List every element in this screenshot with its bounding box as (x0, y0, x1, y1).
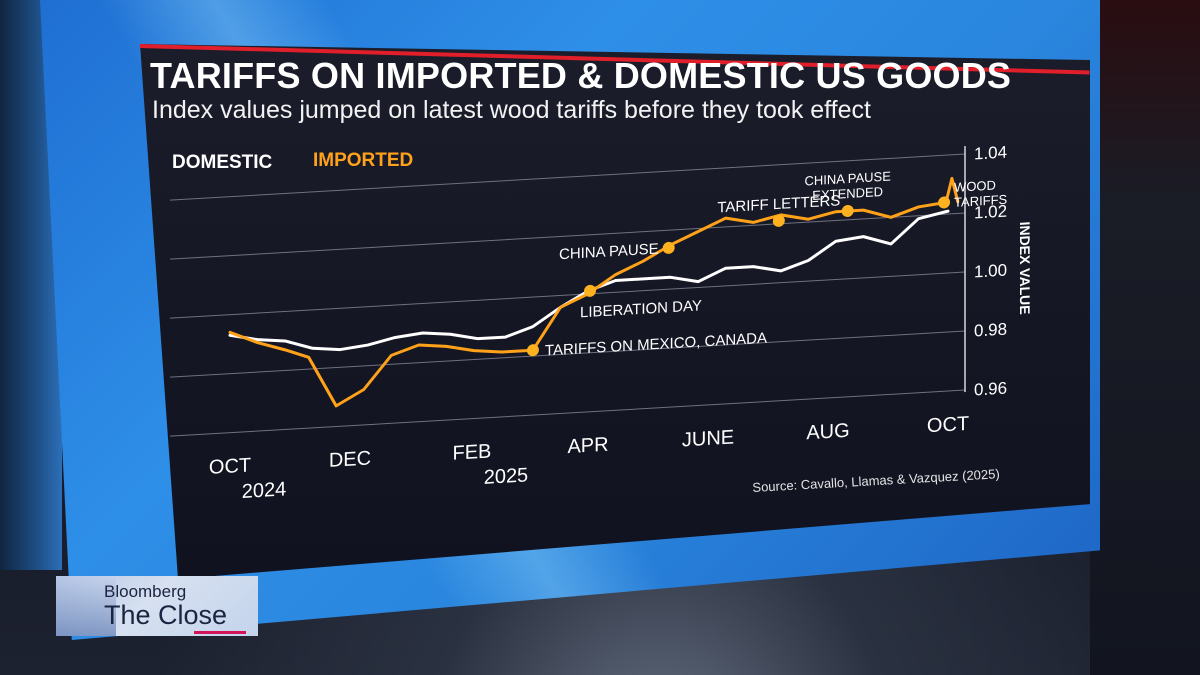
y-tick-label: 1.02 (974, 202, 1007, 223)
event-label: LIBERATION DAY (580, 297, 702, 321)
show-name: The Close (104, 600, 228, 630)
gridline (170, 153, 965, 201)
y-tick-label: 1.00 (974, 261, 1007, 282)
series-line-domestic (228, 209, 950, 352)
x-tick-label: DEC (329, 447, 371, 471)
gridline (170, 389, 965, 437)
gridline (170, 271, 965, 319)
x-tick-label: JUNE (682, 426, 734, 451)
event-marker (841, 204, 854, 217)
x-tick-label: APR (567, 434, 608, 458)
x-tick-label: OCT (927, 413, 969, 437)
event-label: TARIFFS ON MEXICO, CANADA (545, 330, 767, 360)
event-marker (938, 196, 951, 209)
x-tick-label: AUG (806, 420, 849, 444)
x-year-label: 2025 (484, 464, 528, 489)
event-marker (662, 241, 675, 254)
event-marker (583, 284, 596, 297)
event-marker (772, 214, 785, 227)
legend-imported: IMPORTED (313, 150, 414, 171)
right-wall (1090, 0, 1200, 675)
x-tick-label: OCT (209, 454, 251, 478)
gridline (170, 212, 965, 260)
y-tick-label: 1.04 (974, 143, 1007, 164)
chart-title: TARIFFS ON IMPORTED & DOMESTIC US GOODS (150, 55, 1012, 96)
x-tick-label: FEB (453, 441, 492, 465)
event-marker (526, 344, 539, 357)
gridline (170, 330, 965, 378)
show-accent-line (194, 631, 246, 634)
y-axis-title: INDEX VALUE (1017, 221, 1033, 315)
event-label: WOODTARIFFS (954, 177, 1007, 210)
series-line-imported (228, 176, 960, 408)
y-tick-label: 0.98 (974, 320, 1007, 341)
brand-label: Bloomberg (104, 582, 187, 601)
x-year-label: 2024 (242, 478, 286, 503)
skyline-graphic (56, 576, 116, 636)
y-tick-label: 0.96 (974, 379, 1007, 400)
chart-subtitle: Index values jumped on latest wood tarif… (152, 96, 871, 124)
chart-panel (140, 44, 1090, 579)
legend-domestic: DOMESTIC (172, 152, 273, 173)
show-lower-third: Bloomberg The Close (56, 576, 258, 636)
event-label: CHINA PAUSEEXTENDED (804, 168, 891, 203)
event-label: CHINA PAUSE (559, 241, 659, 264)
